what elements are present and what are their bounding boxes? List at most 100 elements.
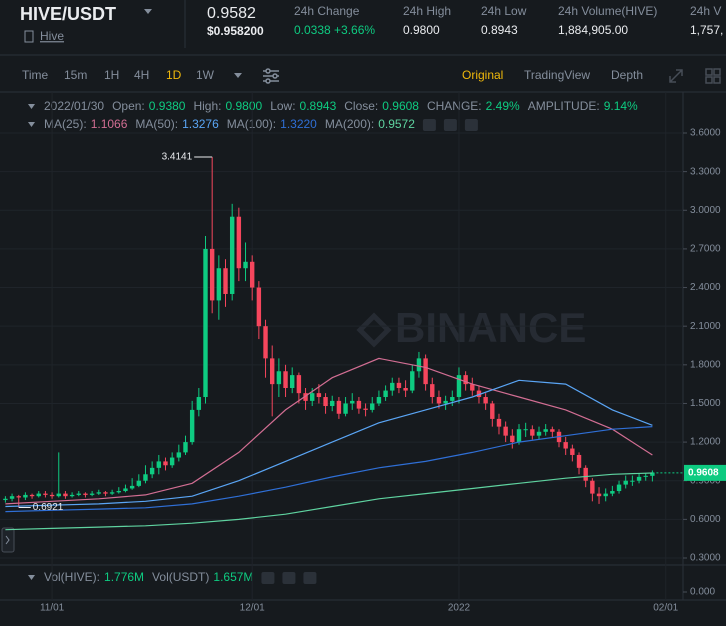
layout-icon[interactable] [705,68,721,84]
candle-body [410,371,415,391]
candle-body [496,418,502,427]
candle-body [376,397,382,404]
candle-body [563,442,568,449]
candle-body [343,403,348,414]
y-tick-label: 3.6000 [690,128,721,139]
candle-body [350,400,355,404]
candle-body [109,492,115,494]
y-tick-label: 2.4000 [690,282,721,293]
candle-body [203,248,208,398]
pair-dropdown[interactable] [144,9,152,14]
legend-icon [464,119,478,131]
candle-body [356,400,362,409]
legend-value: 1.3276 [182,117,219,131]
info-date: 2022/01/30 [44,99,104,113]
interval[interactable]: 1H [104,68,119,82]
candle-body [96,492,101,494]
interval[interactable]: Time [22,68,49,82]
candle-body [490,403,495,419]
candle-body [176,452,182,458]
candle-body [330,400,335,407]
legend-label: MA(50): [135,117,178,131]
stat-value: 0.8943 [481,23,518,37]
candle-body [16,496,21,498]
legend-label: High: [193,99,221,113]
interval[interactable]: 4H [134,68,149,82]
coin-link[interactable]: Hive [40,29,64,43]
view[interactable]: TradingView [524,68,590,82]
y-tick-label: 1.5000 [690,398,721,409]
legend-value: 0.9572 [378,117,415,131]
x-tick-label: 02/01 [653,603,678,614]
settings-icon[interactable] [263,68,279,84]
legend-label: Low: [270,99,295,113]
legend-label: CHANGE: [427,99,482,113]
candle-body [236,216,242,269]
candle-body [636,476,642,481]
candle-body [516,429,522,443]
candle-body [510,435,515,443]
candle-body [536,431,542,436]
candle-body [523,429,528,431]
candle-body [263,326,268,359]
candle-body [283,371,288,388]
stat-value: 0.9800 [403,23,440,37]
candle-body [103,492,108,494]
candle-body [576,454,582,468]
price-usd: $0.958200 [207,24,264,38]
candle-body [303,393,308,401]
max-marker-label: 3.4141 [162,152,193,163]
interval[interactable]: 1W [196,68,215,82]
collapse[interactable] [28,104,35,109]
candle-body [49,494,55,497]
stat-label: 24h Change [294,4,360,18]
collapse[interactable] [28,122,35,127]
legend-icon [422,119,436,131]
collapse[interactable] [28,575,35,580]
y-tick-label: 1.2000 [690,437,721,448]
expand-button[interactable] [1,527,15,553]
candle-body [310,393,315,401]
candle-body [229,216,235,294]
legend-label: AMPLITUDE: [528,99,600,113]
candle-body [169,457,175,466]
candle-body [503,426,508,436]
candle-body [189,409,195,443]
min-marker-label: 0.6921 [33,502,64,513]
candle-body [590,480,595,494]
legend-value: 2.49% [486,99,520,113]
x-tick-label: 12/01 [240,603,265,614]
legend-value: 1.1066 [91,117,128,131]
view[interactable]: Depth [611,68,643,82]
interval-active[interactable]: 1D [166,68,182,82]
interval[interactable]: 15m [64,68,87,82]
legend-label: MA(25): [44,117,87,131]
candle-body [530,429,535,436]
more-intervals[interactable] [234,73,242,78]
candle-body [403,388,408,391]
legend-label: MA(200): [325,117,374,131]
legend-value: 0.9800 [225,99,262,113]
doc-icon [24,30,34,43]
candle-body [223,268,228,294]
legend-value: 1.657M [213,570,253,584]
candle-body [36,493,41,497]
legend-label: Open: [112,99,145,113]
stat-label: 24h Low [481,4,527,18]
last-price-label: 0.9608 [688,468,719,479]
expand-arrow [5,535,10,545]
candle-body [430,384,435,398]
y-tick-label: 3.3000 [690,166,721,177]
legend-label: Vol(HIVE): [44,570,100,584]
ma-line [5,379,653,508]
legend-value: 1.3220 [280,117,317,131]
candle-body [463,375,468,385]
candle-body [383,390,388,398]
legend-value: 1.776M [104,570,144,584]
stat-value: 1,757, [690,23,723,37]
view-active[interactable]: Original [462,68,503,82]
candle-body [63,493,68,497]
fullscreen-icon[interactable] [669,69,683,83]
